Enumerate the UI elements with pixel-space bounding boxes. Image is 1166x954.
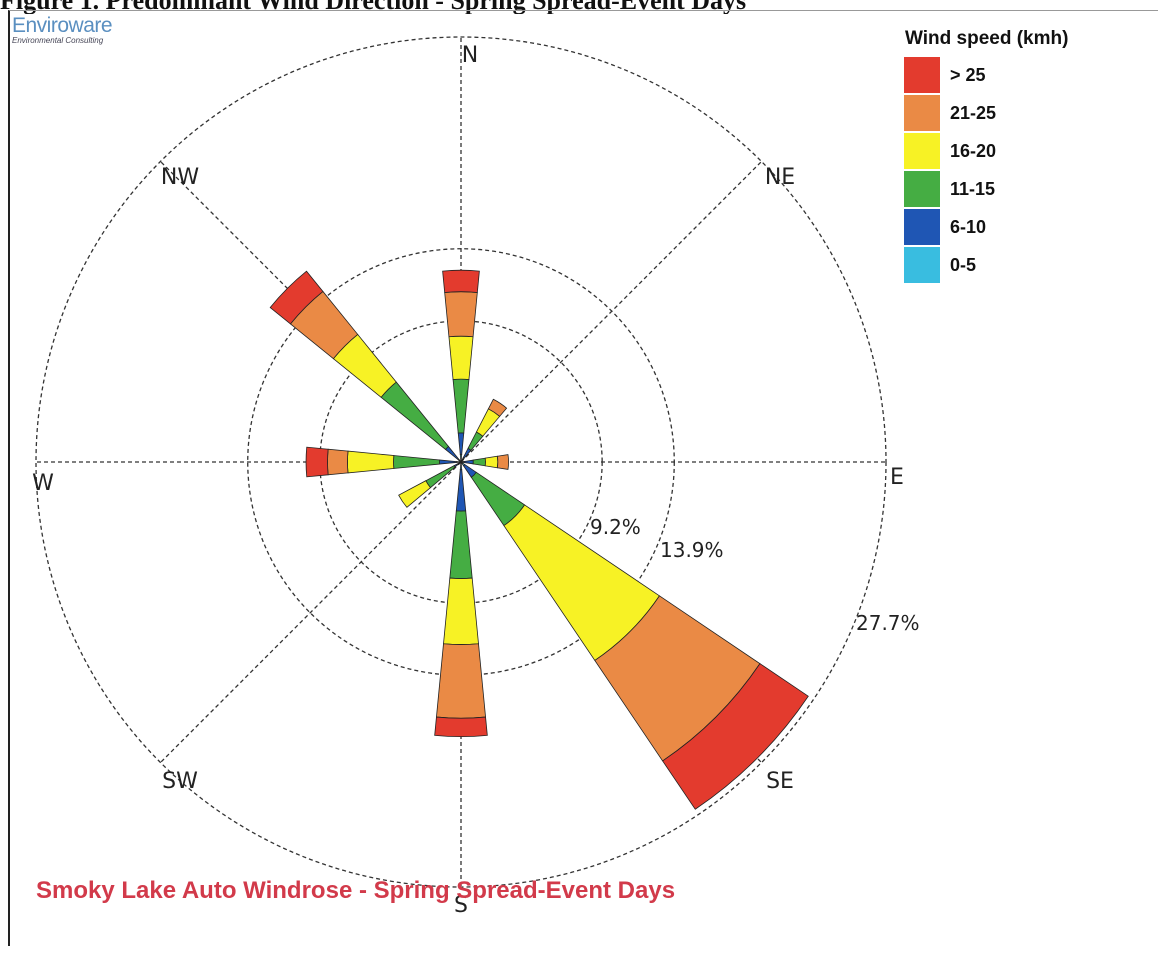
ring-label: 9.2%	[590, 515, 641, 539]
windrose-segment	[443, 577, 479, 645]
windrose-segment	[487, 398, 508, 417]
legend-item: 21-25	[904, 94, 1068, 132]
windrose-segment	[662, 663, 809, 810]
legend-item: > 25	[904, 56, 1068, 94]
grid-ring	[35, 36, 887, 888]
grid-spoke	[460, 161, 762, 463]
legend-title: Wind speed (kmh)	[905, 28, 1069, 49]
direction-label: NW	[161, 165, 199, 190]
windrose-segment	[305, 446, 329, 478]
legend-swatch	[904, 95, 940, 131]
ring-label: 27.7%	[856, 611, 920, 635]
direction-label: SW	[162, 769, 198, 794]
legend: Wind speed (kmh) > 25 21-25 16-20 11-15 6-10…	[904, 28, 1068, 284]
windrose-segment	[452, 378, 470, 434]
windrose-segment	[448, 335, 474, 380]
brand-logo: Enviroware Environmental Consulting	[12, 14, 113, 46]
legend-item: 11-15	[904, 170, 1068, 208]
legend-label: 11-15	[950, 178, 996, 199]
grid-spoke	[160, 461, 462, 763]
direction-label: NE	[765, 165, 795, 190]
legend-swatch	[904, 209, 940, 245]
direction-label: SE	[766, 769, 794, 794]
windrose-segment	[455, 469, 467, 512]
windrose-segment	[439, 459, 457, 465]
chart-frame	[8, 10, 1158, 946]
legend-items: > 25 21-25 16-20 11-15 6-10 0-5	[904, 56, 1068, 284]
legend-label: 21-25	[950, 102, 997, 123]
legend-swatch	[904, 57, 940, 93]
legend-label: > 25	[950, 64, 986, 85]
windrose-segment	[496, 454, 509, 470]
windrose-segment	[472, 457, 486, 467]
legend-item: 16-20	[904, 132, 1068, 170]
windrose-segment	[449, 510, 473, 580]
direction-label: W	[32, 471, 54, 496]
windrose-segment	[327, 448, 349, 476]
windrose-segment	[442, 269, 480, 293]
windrose-segment	[444, 291, 478, 338]
brand-tagline: Environmental Consulting	[12, 36, 104, 45]
windrose-segment	[484, 455, 499, 469]
windrose-segment	[380, 381, 450, 451]
windrose-segment	[425, 465, 456, 489]
legend-swatch	[904, 171, 940, 207]
direction-label: E	[890, 465, 904, 490]
windrose-segment	[347, 450, 395, 474]
windrose-segment	[457, 432, 465, 455]
legend-label: 6-10	[950, 216, 987, 237]
windrose-segment	[434, 716, 488, 738]
windrose-segment	[398, 480, 432, 508]
legend-item: 0-5	[904, 246, 1068, 284]
brand-name: Enviroware	[12, 14, 113, 37]
legend-label: 0-5	[950, 254, 977, 275]
windrose-segment	[393, 455, 441, 469]
chart-title: Smoky Lake Auto Windrose - Spring Spread…	[36, 877, 676, 904]
direction-label: S	[454, 893, 468, 918]
legend-swatch	[904, 247, 940, 283]
ring-label: 13.9%	[660, 538, 724, 562]
direction-label: N	[462, 43, 478, 68]
windrose-segment	[444, 445, 460, 461]
windrose-segment	[463, 459, 474, 465]
windrose-segment	[436, 643, 486, 719]
legend-swatch	[904, 133, 940, 169]
windrose-segment	[269, 270, 324, 325]
legend-label: 16-20	[950, 140, 997, 161]
legend-item: 6-10	[904, 208, 1068, 246]
